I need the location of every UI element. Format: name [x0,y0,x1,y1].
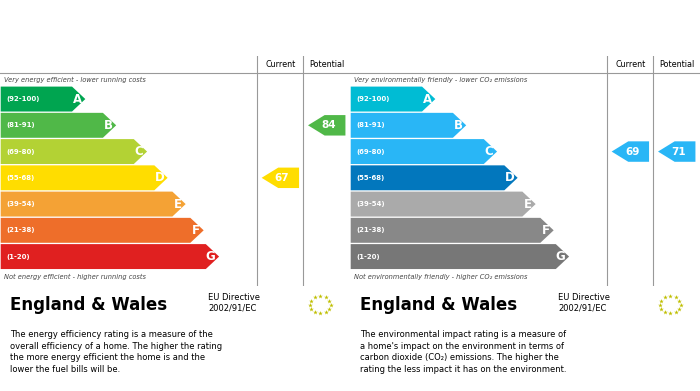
Text: Energy Efficiency Rating: Energy Efficiency Rating [8,22,181,34]
Text: F: F [193,224,200,237]
Polygon shape [351,244,569,269]
Polygon shape [1,139,147,164]
Text: F: F [542,224,550,237]
Text: Very environmentally friendly - lower CO₂ emissions: Very environmentally friendly - lower CO… [354,77,527,83]
Polygon shape [612,141,649,162]
Text: B: B [454,119,463,132]
Text: (1-20): (1-20) [356,254,380,260]
Text: (39-54): (39-54) [6,201,35,207]
Text: (1-20): (1-20) [6,254,30,260]
Text: A: A [423,93,432,106]
Polygon shape [1,165,168,190]
Text: (92-100): (92-100) [356,96,390,102]
Text: C: C [485,145,494,158]
Text: The environmental impact rating is a measure of
a home's impact on the environme: The environmental impact rating is a mea… [360,330,567,374]
Text: (39-54): (39-54) [356,201,385,207]
Text: 67: 67 [275,173,289,183]
Polygon shape [1,218,204,243]
Polygon shape [351,86,435,111]
Polygon shape [351,192,536,217]
Polygon shape [1,86,85,111]
Text: Not environmentally friendly - higher CO₂ emissions: Not environmentally friendly - higher CO… [354,274,527,280]
Text: E: E [524,197,532,211]
Polygon shape [351,113,466,138]
Text: (69-80): (69-80) [6,149,35,154]
Polygon shape [351,139,497,164]
Text: (21-38): (21-38) [6,227,35,233]
Text: 71: 71 [671,147,686,156]
Text: 84: 84 [321,120,336,130]
Text: (21-38): (21-38) [356,227,385,233]
Polygon shape [1,113,116,138]
Text: The energy efficiency rating is a measure of the
overall efficiency of a home. T: The energy efficiency rating is a measur… [10,330,223,374]
Text: D: D [155,171,164,184]
Text: A: A [73,93,82,106]
Text: EU Directive
2002/91/EC: EU Directive 2002/91/EC [209,293,260,312]
Text: 69: 69 [625,147,639,156]
Polygon shape [351,165,517,190]
Text: EU Directive
2002/91/EC: EU Directive 2002/91/EC [559,293,610,312]
Polygon shape [351,218,554,243]
Text: D: D [505,171,514,184]
Text: (81-91): (81-91) [6,122,35,128]
Text: (55-68): (55-68) [356,175,384,181]
Text: B: B [104,119,113,132]
Text: Current: Current [615,60,645,69]
Text: (81-91): (81-91) [356,122,385,128]
Text: (55-68): (55-68) [6,175,34,181]
Polygon shape [308,115,345,136]
Text: Potential: Potential [309,60,344,69]
Text: G: G [206,250,216,263]
Text: (92-100): (92-100) [6,96,40,102]
Text: Very energy efficient - lower running costs: Very energy efficient - lower running co… [4,77,146,83]
Text: England & Wales: England & Wales [360,296,517,314]
Text: Not energy efficient - higher running costs: Not energy efficient - higher running co… [4,274,146,280]
Text: Environmental Impact (CO₂) Rating: Environmental Impact (CO₂) Rating [358,22,605,34]
Text: (69-80): (69-80) [356,149,385,154]
Text: Potential: Potential [659,60,694,69]
Text: England & Wales: England & Wales [10,296,167,314]
Polygon shape [658,141,695,162]
Text: C: C [135,145,143,158]
Polygon shape [1,192,186,217]
Text: Current: Current [265,60,295,69]
Polygon shape [1,244,219,269]
Text: E: E [174,197,182,211]
Polygon shape [262,168,299,188]
Text: G: G [556,250,566,263]
